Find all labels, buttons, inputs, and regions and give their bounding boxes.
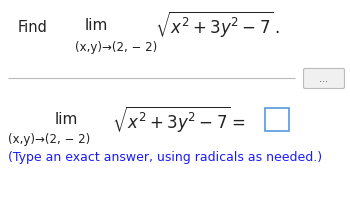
Text: (x,y)→(2, − 2): (x,y)→(2, − 2) — [8, 133, 90, 146]
Text: lim: lim — [85, 17, 108, 32]
Text: Find: Find — [18, 21, 48, 35]
Text: $\sqrt{x^2 + 3y^2 - 7} = $: $\sqrt{x^2 + 3y^2 - 7} = $ — [112, 105, 246, 135]
Text: (Type an exact answer, using radicals as needed.): (Type an exact answer, using radicals as… — [8, 151, 322, 165]
FancyBboxPatch shape — [303, 68, 344, 89]
Text: $\sqrt{x^2 + 3y^2 - 7}\,.$: $\sqrt{x^2 + 3y^2 - 7}\,.$ — [155, 10, 280, 40]
FancyBboxPatch shape — [265, 108, 289, 131]
Text: lim: lim — [55, 113, 78, 127]
Text: ...: ... — [320, 73, 329, 84]
Text: (x,y)→(2, − 2): (x,y)→(2, − 2) — [75, 41, 157, 54]
